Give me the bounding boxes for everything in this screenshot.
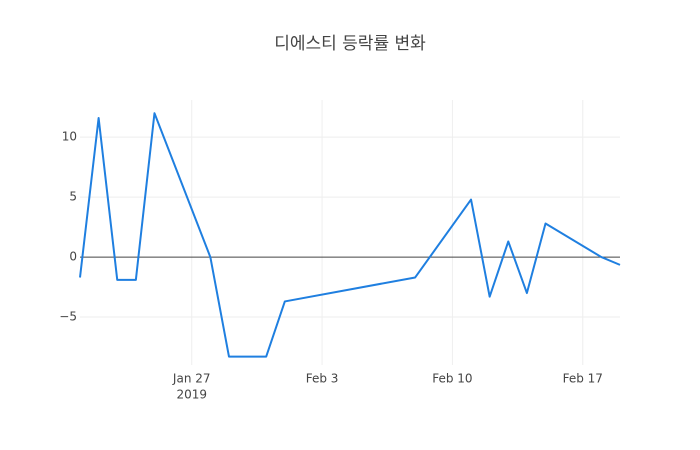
chart-title: 디에스티 등락률 변화 — [274, 34, 426, 54]
x-tick-label: Feb 17 — [563, 372, 603, 386]
y-tick-label: −5 — [59, 310, 77, 324]
y-tick-label: 10 — [62, 130, 77, 144]
x-year-label: 2019 — [176, 388, 207, 402]
line — [79, 112, 621, 358]
x-tick-label: Feb 10 — [432, 372, 472, 386]
y-tick-label: 0 — [69, 250, 77, 264]
y-tick-label: 5 — [69, 190, 77, 204]
x-tick-label: Jan 27 — [172, 372, 211, 386]
x-tick-label: Feb 3 — [306, 372, 339, 386]
